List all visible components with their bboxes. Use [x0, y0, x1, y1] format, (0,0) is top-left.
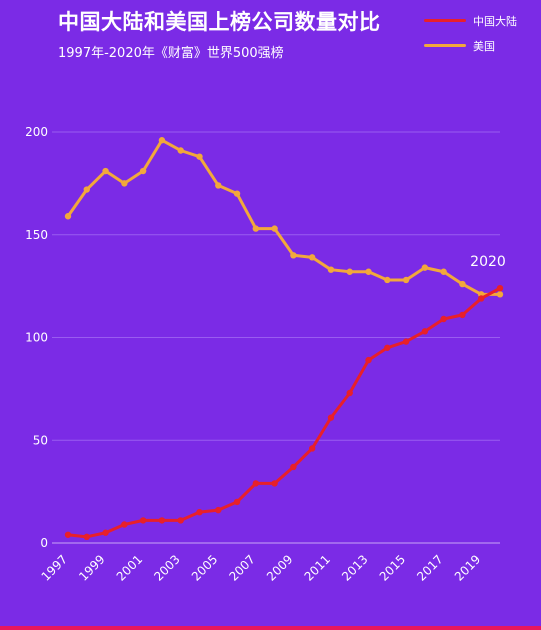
- data-point-china-2003: [177, 517, 184, 524]
- legend-item-usa: 美国: [424, 33, 517, 58]
- data-point-china-2017: [440, 315, 447, 323]
- data-point-usa-2003: [177, 147, 184, 154]
- bottom-accent-bar: [0, 626, 541, 630]
- legend-swatch-china: [424, 19, 466, 22]
- data-point-china-2011: [327, 414, 335, 421]
- x-tick-label-2019: 2019: [452, 552, 483, 583]
- data-point-usa-1999: [102, 167, 109, 175]
- data-point-china-2010: [308, 445, 316, 452]
- data-point-china-2016: [421, 328, 429, 335]
- y-tick-label-50: 50: [33, 433, 48, 447]
- data-point-usa-2000: [121, 180, 128, 187]
- data-point-usa-2012: [346, 268, 353, 275]
- x-tick-label-2017: 2017: [414, 552, 445, 583]
- data-point-china-2009: [290, 463, 297, 471]
- data-point-usa-2001: [139, 167, 147, 175]
- x-tick-label-2003: 2003: [151, 552, 182, 583]
- data-point-china-2018: [459, 311, 466, 319]
- data-point-usa-2009: [290, 252, 297, 259]
- data-point-usa-1997: [64, 213, 72, 220]
- legend-label-china: 中国大陆: [473, 14, 517, 28]
- data-point-china-2014: [384, 344, 391, 351]
- legend-item-china: 中国大陆: [424, 8, 517, 33]
- data-point-china-1997: [64, 531, 72, 538]
- y-tick-label-100: 100: [25, 331, 48, 345]
- x-tick-label-1999: 1999: [76, 552, 107, 583]
- data-point-china-2015: [402, 338, 410, 345]
- legend-label-usa: 美国: [473, 39, 495, 53]
- data-point-usa-2013: [365, 268, 372, 275]
- data-point-usa-2017: [440, 268, 447, 275]
- data-point-china-2001: [139, 517, 147, 524]
- data-point-china-2007: [252, 480, 260, 487]
- data-point-china-2013: [365, 356, 372, 364]
- data-point-usa-2016: [421, 264, 429, 271]
- data-point-usa-2005: [215, 182, 222, 189]
- data-point-china-1999: [102, 529, 109, 536]
- data-point-usa-1998: [83, 186, 90, 193]
- data-point-china-2006: [233, 498, 241, 506]
- annotation-2020: 2020: [470, 254, 506, 270]
- data-point-usa-2020: [496, 291, 504, 298]
- x-tick-label-2009: 2009: [264, 552, 295, 583]
- data-point-usa-2004: [196, 153, 203, 160]
- series-line-usa: [66, 138, 502, 296]
- y-tick-label-200: 200: [25, 125, 48, 139]
- legend-swatch-usa: [424, 44, 466, 47]
- data-point-china-2005: [215, 506, 222, 514]
- data-point-usa-2015: [402, 276, 410, 284]
- legend: 中国大陆 美国: [424, 8, 517, 58]
- x-tick-label-2011: 2011: [302, 552, 333, 583]
- data-point-usa-2011: [327, 266, 335, 273]
- data-point-usa-2006: [233, 190, 241, 197]
- data-point-china-2019: [478, 295, 485, 302]
- data-point-china-2020: [496, 284, 504, 292]
- x-tick-label-2007: 2007: [226, 552, 257, 583]
- chart-subtitle: 1997年-2020年《财富》世界500强榜: [58, 46, 284, 61]
- data-point-usa-2002: [158, 137, 166, 144]
- data-point-usa-2008: [271, 225, 278, 232]
- data-point-china-2012: [346, 389, 353, 397]
- data-point-usa-2018: [459, 280, 466, 288]
- data-point-usa-2007: [252, 225, 260, 232]
- x-tick-label-2015: 2015: [377, 552, 408, 583]
- data-point-china-2004: [196, 508, 203, 516]
- data-point-usa-2014: [384, 276, 391, 284]
- x-tick-label-2001: 2001: [114, 552, 145, 583]
- x-tick-label-2013: 2013: [339, 552, 370, 583]
- y-tick-label-0: 0: [40, 536, 48, 550]
- data-point-china-2002: [158, 517, 166, 524]
- data-point-china-2008: [271, 480, 278, 487]
- x-tick-label-1997: 1997: [39, 552, 70, 583]
- data-point-china-1998: [83, 533, 90, 541]
- x-tick-label-2005: 2005: [189, 552, 220, 583]
- data-point-china-2000: [121, 521, 128, 528]
- chart-title: 中国大陆和美国上榜公司数量对比: [58, 10, 381, 34]
- data-point-usa-2010: [308, 254, 316, 261]
- y-tick-label-150: 150: [25, 228, 48, 242]
- series-line-china: [66, 286, 502, 539]
